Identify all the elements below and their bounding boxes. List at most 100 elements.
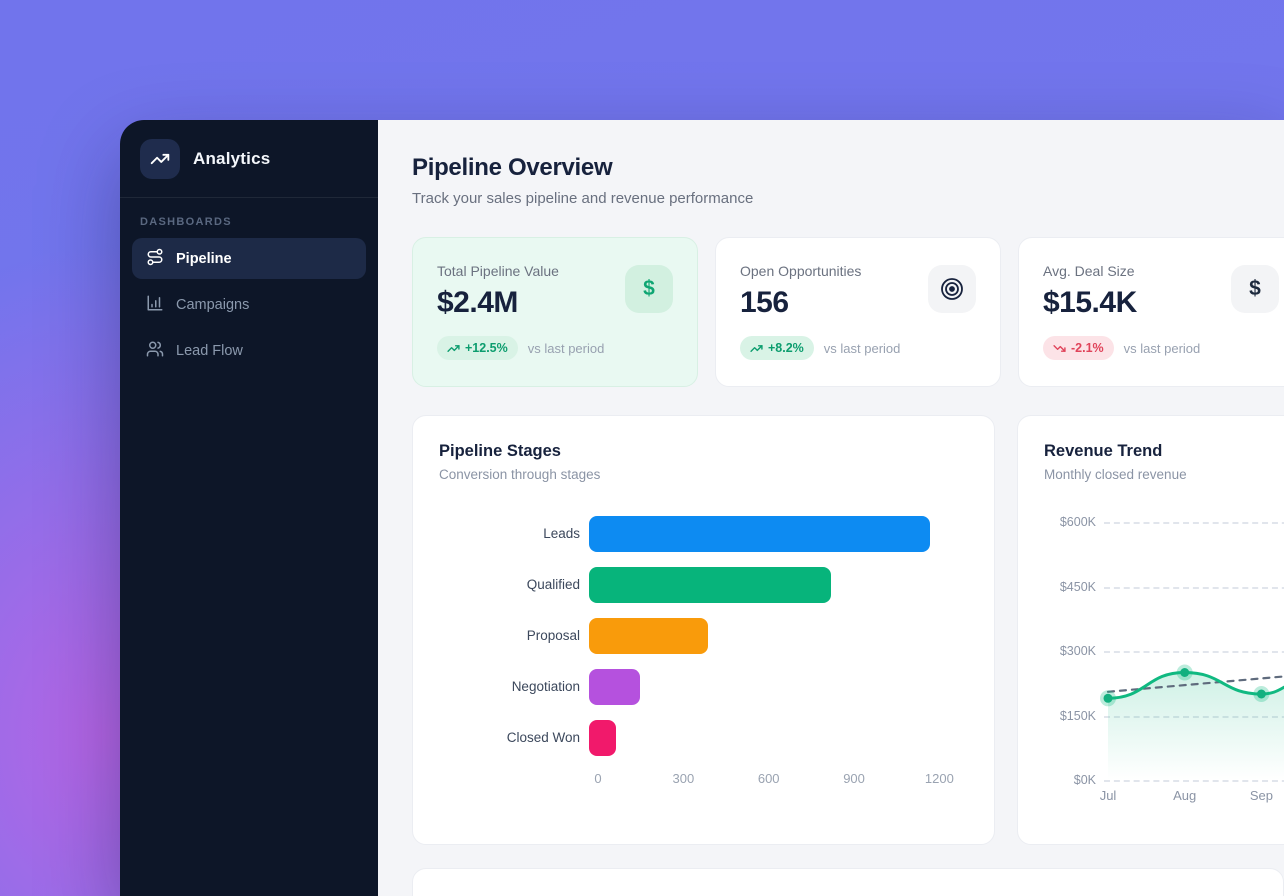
sidebar-section-label: DASHBOARDS	[140, 216, 232, 228]
gridline	[1104, 522, 1284, 524]
sidebar-item-label: Campaigns	[176, 296, 250, 313]
kpi-row: Total Pipeline Value $2.4M $ +12.5% vs last …	[412, 237, 1284, 387]
kpi-card-open-opportunities: Open Opportunities 156 +8.2% vs last period	[715, 237, 1001, 387]
delta-badge: -2.1%	[1043, 336, 1114, 360]
pipeline-bar-row-leads: Leads	[439, 516, 968, 552]
data-point	[1180, 668, 1190, 677]
kpi-text: Total Pipeline Value $2.4M	[437, 263, 559, 320]
page-title: Pipeline Overview	[412, 154, 613, 181]
x-tick-label: 300	[672, 771, 695, 786]
delta-value: -2.1%	[1071, 341, 1104, 355]
route-icon	[146, 248, 164, 270]
kpi-comparison: vs last period	[1123, 340, 1201, 356]
page-subtitle: Track your sales pipeline and revenue pe…	[412, 190, 754, 207]
dollar-icon: $	[1231, 265, 1279, 313]
kpi-comparison: vs last period	[527, 340, 605, 356]
kpi-card-bottom: +12.5% vs last period	[437, 336, 673, 360]
revenue-trend-chart: $0K $150K $300K $450K $600K Ju	[1044, 515, 1284, 822]
pipeline-bar-row-negotiation: Negotiation	[439, 669, 968, 705]
analytics-logo-icon	[140, 139, 180, 179]
kpi-value: $15.4K	[1043, 286, 1137, 319]
pipeline-stages-subtitle: Conversion through stages	[439, 467, 601, 482]
sidebar-nav: Pipeline Campaigns Lead Flow	[120, 238, 378, 371]
sidebar: Analytics DASHBOARDS Pipeline Campaigns Le…	[120, 120, 378, 896]
y-tick-label: $300K	[1059, 644, 1096, 658]
pipeline-bar-row-closed-won: Closed Won	[439, 720, 968, 756]
bar-track	[589, 669, 968, 705]
sidebar-item-label: Lead Flow	[176, 342, 243, 359]
x-tick-label: 0	[594, 771, 602, 786]
pipeline-stages-x-axis: 0 300 600 900 1200	[594, 771, 968, 789]
revenue-line	[1106, 670, 1284, 700]
x-tick-label: 1200	[924, 771, 954, 786]
trend-dashed-line	[1106, 675, 1284, 693]
data-point	[1256, 689, 1266, 699]
gridline	[1104, 651, 1284, 653]
bar-track	[589, 720, 968, 756]
revenue-trend-subtitle: Monthly closed revenue	[1044, 467, 1187, 482]
revenue-data-points	[1100, 664, 1270, 707]
delta-badge: +8.2%	[740, 336, 814, 360]
bar-track	[589, 618, 968, 654]
main-content: Pipeline Overview Track your sales pipel…	[378, 120, 1284, 896]
charts-row: Pipeline Stages Conversion through stage…	[412, 415, 1284, 845]
kpi-card-total-pipeline-value: Total Pipeline Value $2.4M $ +12.5% vs last …	[412, 237, 698, 387]
y-tick-label: $150K	[1059, 708, 1096, 723]
gridline	[1104, 780, 1284, 782]
kpi-card-top: Open Opportunities 156	[740, 263, 976, 320]
pipeline-bar-row-proposal: Proposal	[439, 618, 968, 654]
bar-category-label: Leads	[543, 525, 580, 541]
sidebar-item-campaigns[interactable]: Campaigns	[132, 284, 366, 325]
kpi-label: Avg. Deal Size	[1043, 263, 1135, 279]
kpi-comparison: vs last period	[823, 340, 901, 356]
dollar-icon: $	[625, 265, 673, 313]
app-window: Analytics DASHBOARDS Pipeline Campaigns Le…	[120, 120, 1284, 896]
bar-fill	[589, 618, 709, 654]
bar-category-label: Closed Won	[506, 729, 580, 745]
delta-badge: +12.5%	[437, 336, 518, 360]
bar-fill	[589, 516, 931, 552]
trend-up-icon	[447, 344, 460, 352]
bar-track	[589, 567, 968, 603]
app-title: Analytics	[193, 149, 271, 168]
kpi-card-top: Total Pipeline Value $2.4M $	[437, 263, 673, 320]
kpi-card-bottom: +8.2% vs last period	[740, 336, 976, 360]
y-tick-label: $600K	[1059, 515, 1096, 529]
sidebar-item-lead-flow[interactable]: Lead Flow	[132, 330, 366, 371]
kpi-label: Total Pipeline Value	[437, 263, 559, 279]
pipeline-stages-title: Pipeline Stages	[439, 442, 561, 460]
pipeline-bar-row-qualified: Qualified	[439, 567, 968, 603]
y-tick-label: $450K	[1059, 579, 1096, 594]
kpi-value: $2.4M	[437, 286, 518, 319]
revenue-plot	[1100, 664, 1284, 780]
kpi-card-avg-deal-size: Avg. Deal Size $15.4K $ -2.1% vs last period	[1018, 237, 1284, 387]
bottom-card-partial	[412, 868, 1284, 896]
delta-value: +12.5%	[465, 341, 508, 355]
target-icon	[928, 265, 976, 313]
trend-down-icon	[1053, 344, 1066, 352]
bar-fill	[589, 567, 831, 603]
y-tick-label: $0K	[1073, 773, 1096, 787]
bar-fill	[589, 669, 641, 705]
bar-chart-icon	[146, 294, 164, 316]
kpi-text: Avg. Deal Size $15.4K	[1043, 263, 1137, 320]
delta-value: +8.2%	[768, 341, 804, 355]
bar-fill	[589, 720, 617, 756]
kpi-card-top: Avg. Deal Size $15.4K $	[1043, 263, 1279, 320]
revenue-trend-title: Revenue Trend	[1044, 442, 1163, 460]
month-label: Jul	[1099, 788, 1117, 803]
kpi-text: Open Opportunities 156	[740, 263, 861, 320]
bar-track	[589, 516, 968, 552]
gridline	[1104, 586, 1284, 589]
x-tick-label: 600	[757, 771, 780, 786]
kpi-value: 156	[740, 286, 789, 319]
sidebar-item-pipeline[interactable]: Pipeline	[132, 238, 366, 279]
pipeline-stages-card: Pipeline Stages Conversion through stage…	[412, 415, 995, 845]
sidebar-item-label: Pipeline	[176, 250, 232, 267]
sidebar-header: Analytics	[120, 120, 378, 198]
bar-category-label: Proposal	[526, 627, 580, 643]
month-label: Aug	[1173, 788, 1197, 803]
kpi-label: Open Opportunities	[740, 263, 862, 279]
data-point	[1103, 693, 1113, 703]
x-tick-label: 900	[843, 771, 865, 786]
